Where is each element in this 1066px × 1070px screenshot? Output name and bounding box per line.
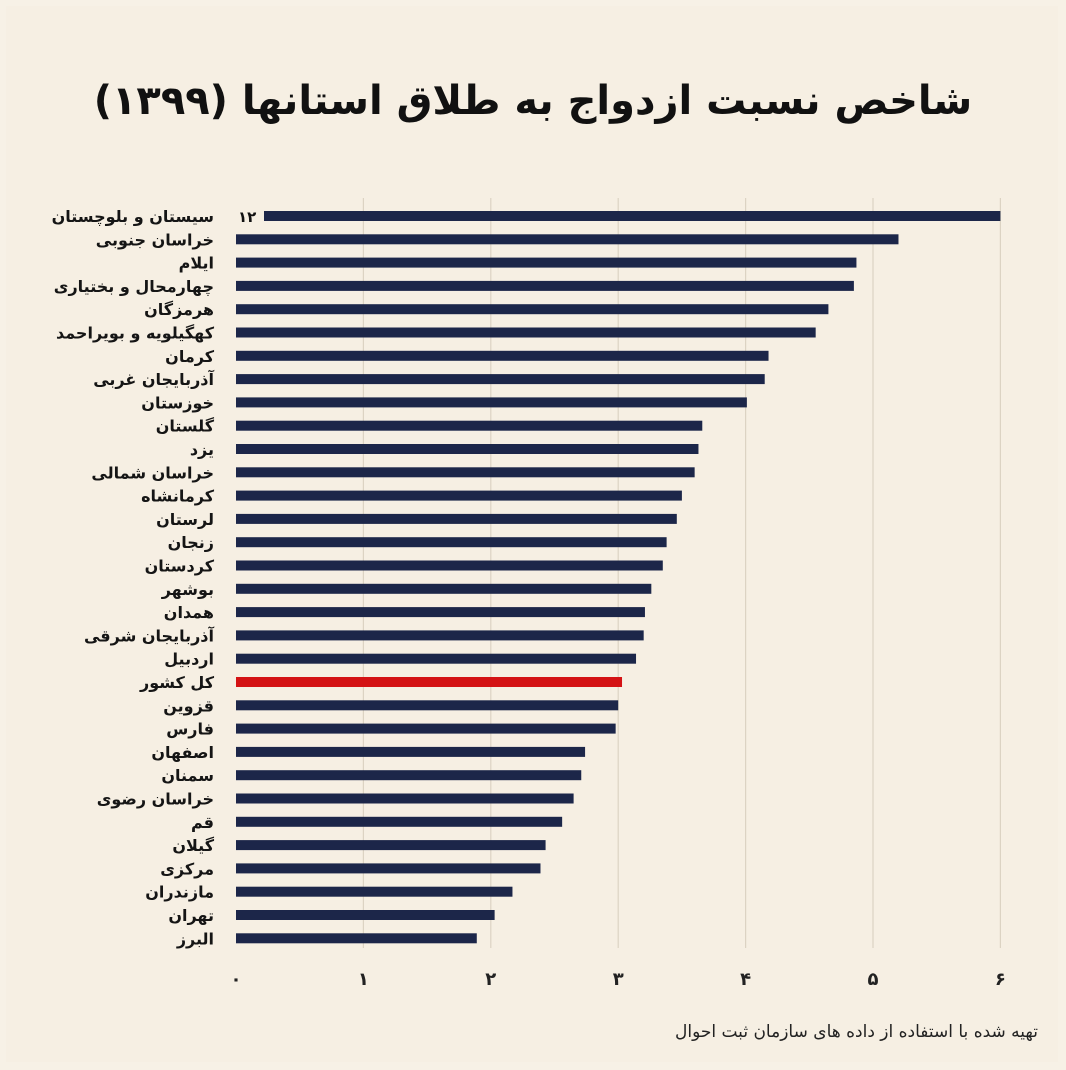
category-label: قزوین: [163, 696, 214, 715]
data-label: ۱۲: [238, 208, 256, 226]
bar: [236, 723, 616, 734]
bar: [236, 280, 854, 291]
bar: [236, 746, 586, 757]
bar: [236, 304, 829, 315]
bar: [236, 700, 619, 711]
bar: [236, 933, 477, 944]
category-label: اصفهان: [151, 743, 214, 762]
category-label: بوشهر: [161, 580, 214, 599]
bar: [236, 467, 695, 478]
bar: [236, 234, 899, 245]
bar: [236, 420, 703, 431]
category-label: لرستان: [156, 510, 214, 529]
bar: [236, 257, 857, 268]
bar: [236, 513, 677, 524]
bar: [236, 374, 765, 385]
bar: [236, 886, 513, 897]
chart-title: شاخص نسبت ازدواج به طلاق استانها (۱۳۹۹): [93, 78, 973, 124]
category-label: زنجان: [168, 533, 214, 552]
bar: [236, 863, 541, 874]
chart-frame: [6, 6, 1058, 1062]
category-label: کرمانشاه: [141, 487, 215, 506]
category-label: خراسان شمالی: [91, 463, 214, 482]
bar: [236, 397, 747, 408]
category-label: کرمان: [165, 347, 215, 366]
category-label: گلستان: [156, 417, 215, 436]
category-label: فارس: [166, 720, 214, 739]
category-label: سیستان و بلوچستان: [52, 207, 214, 227]
category-label: همدان: [164, 603, 214, 622]
bar: [236, 816, 563, 827]
x-tick-label: ۶: [995, 969, 1006, 990]
x-tick-label: ۴: [740, 969, 751, 990]
category-label: البرز: [176, 929, 214, 948]
bar: [236, 350, 769, 361]
category-label: آذربایجان شرقی: [84, 625, 215, 645]
bar: [236, 583, 652, 594]
category-label: تهران: [168, 906, 214, 925]
category-label: قم: [191, 813, 214, 832]
source-note: تهیه شده با استفاده از داده های سازمان ث…: [675, 1022, 1038, 1042]
category-label: یزد: [190, 440, 214, 459]
category-label: کهگیلویه و بویراحمد: [56, 324, 215, 343]
category-label: کردستان: [145, 557, 215, 576]
category-label: خراسان جنوبی: [96, 230, 214, 249]
x-tick-label: ۵: [868, 969, 879, 990]
bar-highlight: [236, 677, 623, 687]
category-label: سمنان: [161, 766, 214, 785]
bar: [236, 537, 667, 548]
bar: [236, 910, 495, 920]
x-tick-label: ۳: [613, 969, 624, 990]
category-label: هرمزگان: [144, 300, 214, 319]
category-label: آذربایجان غربی: [93, 369, 214, 389]
category-label: مازندران: [145, 883, 214, 902]
category-label: خراسان رضوی: [97, 790, 214, 809]
category-label: کل کشور: [139, 673, 215, 692]
category-label: ایلام: [179, 254, 214, 273]
bar: [236, 630, 644, 641]
category-label: گیلان: [172, 836, 214, 855]
category-label: چهارمحال و بختیاری: [54, 277, 214, 297]
bar: [236, 444, 699, 454]
x-tick-label: ۲: [485, 969, 496, 990]
x-tick-label: ۰: [231, 969, 242, 990]
bar: [236, 793, 574, 804]
bar: [236, 327, 816, 338]
bar: [236, 560, 663, 571]
bar: [236, 770, 582, 781]
bar: [236, 653, 637, 664]
category-label: اردبیل: [164, 650, 214, 669]
bar: [236, 490, 682, 501]
x-tick-label: ۱: [358, 969, 369, 990]
category-label: مرکزی: [160, 859, 214, 878]
category-label: خوزستان: [141, 393, 214, 412]
bar: [236, 607, 645, 618]
bar: [264, 211, 1001, 221]
bar: [236, 840, 546, 851]
